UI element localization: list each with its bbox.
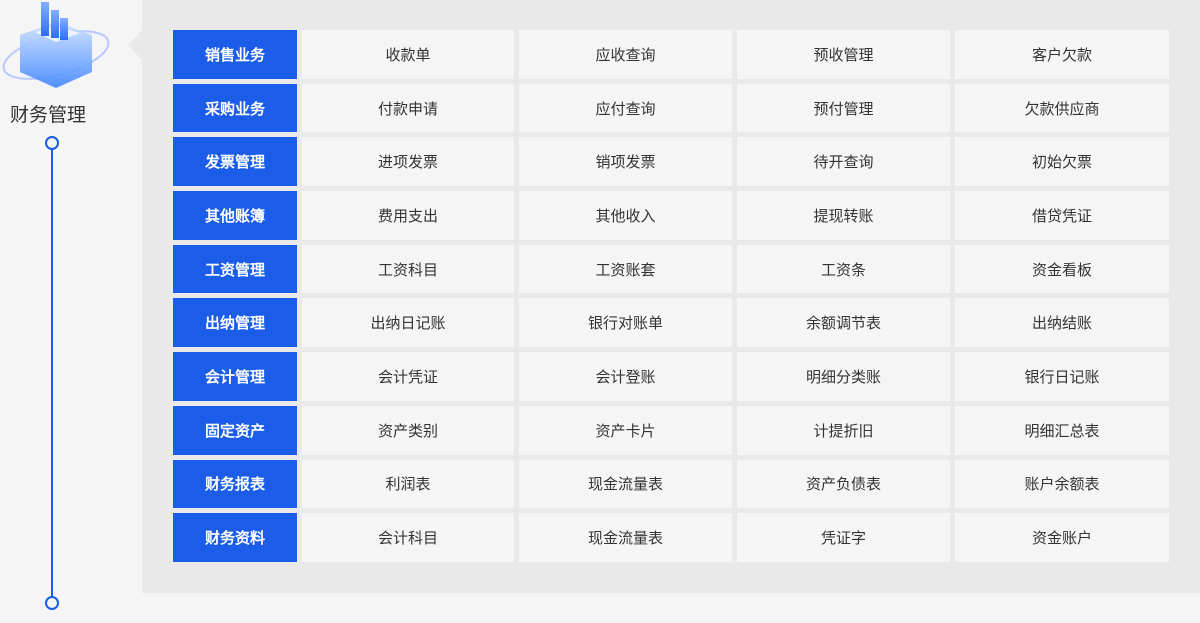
- panel-pointer: [128, 30, 142, 60]
- timeline-line: [51, 143, 53, 603]
- menu-item[interactable]: 资产类别: [302, 405, 514, 455]
- menu-item[interactable]: 应付查询: [519, 83, 732, 133]
- menu-item[interactable]: 出纳日记账: [302, 298, 514, 348]
- menu-item[interactable]: 会计登账: [519, 352, 732, 401]
- menu-item[interactable]: 利润表: [302, 459, 514, 509]
- menu-item[interactable]: 计提折旧: [737, 405, 950, 455]
- menu-item[interactable]: 借贷凭证: [955, 191, 1169, 240]
- menu-item[interactable]: 工资科目: [302, 244, 514, 294]
- menu-item[interactable]: 提现转账: [737, 191, 950, 240]
- category-label: 采购业务: [173, 83, 297, 133]
- menu-item[interactable]: 资金账户: [955, 513, 1169, 562]
- menu-item[interactable]: 预收管理: [737, 30, 950, 79]
- category-label: 财务报表: [173, 459, 297, 509]
- menu-item[interactable]: 余额调节表: [737, 298, 950, 348]
- menu-item[interactable]: 明细汇总表: [955, 405, 1169, 455]
- menu-item[interactable]: 明细分类账: [737, 352, 950, 401]
- category-label: 其他账簿: [173, 191, 297, 240]
- menu-item[interactable]: 账户余额表: [955, 459, 1169, 509]
- menu-item[interactable]: 客户欠款: [955, 30, 1169, 79]
- category-label: 发票管理: [173, 137, 297, 187]
- menu-item[interactable]: 进项发票: [302, 137, 514, 187]
- menu-item[interactable]: 工资条: [737, 244, 950, 294]
- menu-item[interactable]: 出纳结账: [955, 298, 1169, 348]
- menu-item[interactable]: 销项发票: [519, 137, 732, 187]
- menu-item[interactable]: 预付管理: [737, 83, 950, 133]
- timeline-dot-bottom: [45, 596, 59, 610]
- category-label: 固定资产: [173, 405, 297, 455]
- menu-item[interactable]: 资产负债表: [737, 459, 950, 509]
- category-label: 出纳管理: [173, 298, 297, 348]
- menu-item[interactable]: 资金看板: [955, 244, 1169, 294]
- category-label: 会计管理: [173, 352, 297, 401]
- menu-item[interactable]: 凭证字: [737, 513, 950, 562]
- menu-item[interactable]: 初始欠票: [955, 137, 1169, 187]
- menu-grid: 销售业务 收款单 应收查询 预收管理 客户欠款采购业务 付款申请 应付查询 预付管理 欠款供应商…: [173, 30, 1169, 562]
- module-title: 财务管理: [10, 104, 87, 126]
- menu-item[interactable]: 现金流量表: [519, 513, 732, 562]
- finance-chart-logo-icon: [2, 2, 110, 88]
- menu-item[interactable]: 会计凭证: [302, 352, 514, 401]
- timeline-dot-top: [45, 136, 59, 150]
- menu-item[interactable]: 银行对账单: [519, 298, 732, 348]
- menu-item[interactable]: 收款单: [302, 30, 514, 79]
- menu-item[interactable]: 待开查询: [737, 137, 950, 187]
- category-label: 工资管理: [173, 244, 297, 294]
- category-label: 财务资料: [173, 513, 297, 562]
- category-label: 销售业务: [173, 30, 297, 79]
- menu-item[interactable]: 付款申请: [302, 83, 514, 133]
- menu-item[interactable]: 其他收入: [519, 191, 732, 240]
- menu-item[interactable]: 资产卡片: [519, 405, 732, 455]
- menu-item[interactable]: 工资账套: [519, 244, 732, 294]
- menu-item[interactable]: 会计科目: [302, 513, 514, 562]
- menu-item[interactable]: 银行日记账: [955, 352, 1169, 401]
- menu-item[interactable]: 费用支出: [302, 191, 514, 240]
- menu-item[interactable]: 欠款供应商: [955, 83, 1169, 133]
- menu-item[interactable]: 应收查询: [519, 30, 732, 79]
- menu-item[interactable]: 现金流量表: [519, 459, 732, 509]
